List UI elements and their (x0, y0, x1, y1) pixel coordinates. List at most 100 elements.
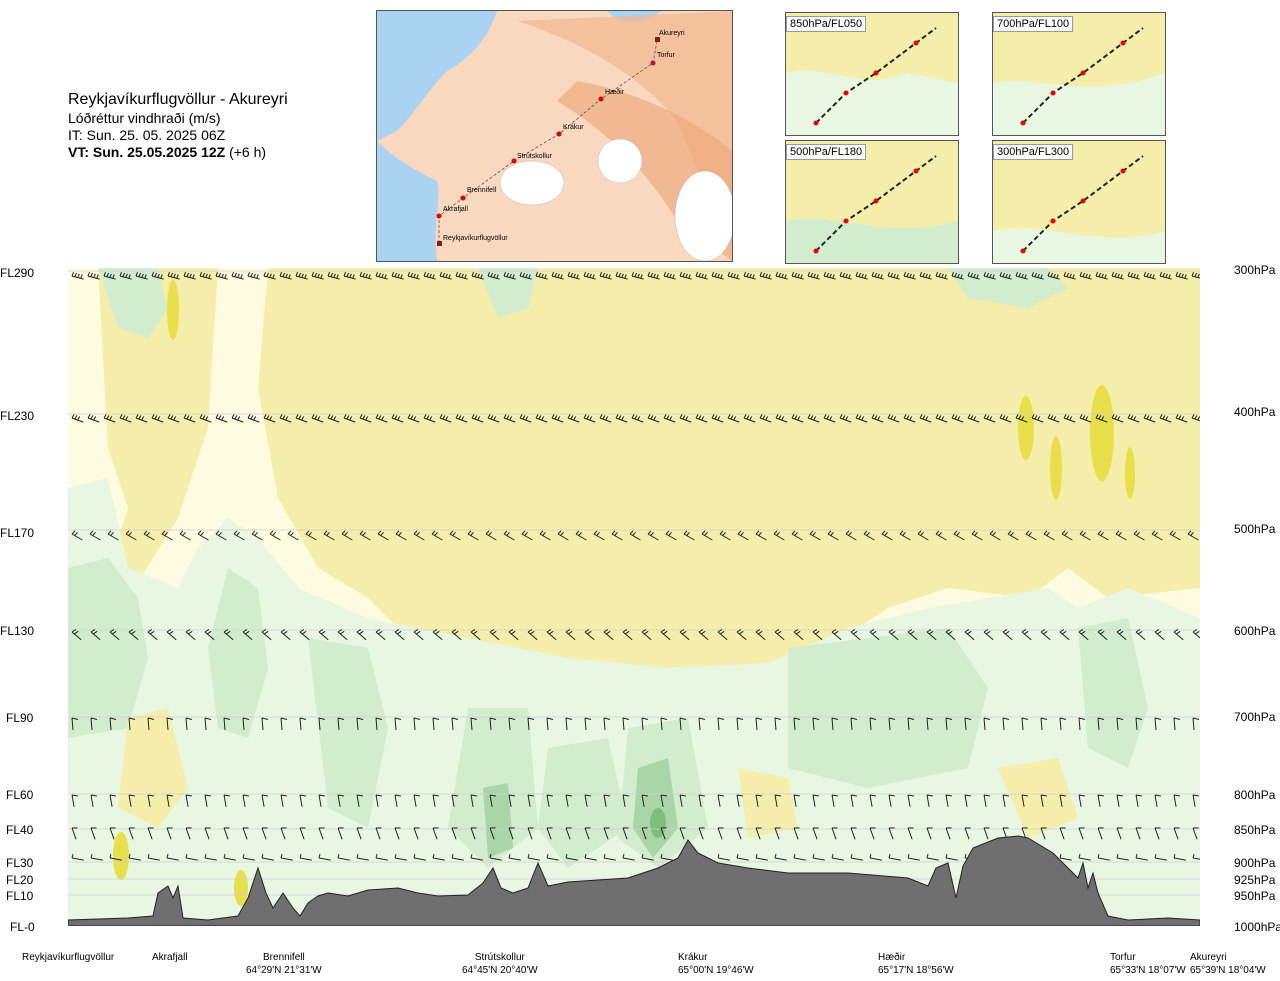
wind-barb (887, 414, 900, 423)
wind-barb (999, 272, 1012, 280)
wind-barb (812, 853, 825, 861)
wind-barb (983, 272, 996, 280)
wind-barb (508, 717, 516, 731)
wind-barb (527, 853, 540, 861)
wind-barb (343, 414, 356, 423)
fl-label-fl290: FL290 (0, 266, 35, 280)
wind-barb (395, 530, 407, 541)
wind-barb (755, 717, 763, 731)
wind-barb (508, 827, 515, 840)
wind-barb (455, 272, 468, 280)
wind-barb (698, 794, 705, 807)
wind-barb (983, 628, 994, 641)
wind-barb (449, 530, 461, 541)
panel-850hpa-label: 850hPa/FL050 (786, 16, 867, 32)
wind-barb (279, 414, 292, 423)
wind-barb (951, 272, 964, 280)
wind-barb (359, 414, 372, 423)
wind-barb (774, 794, 781, 807)
panel-500hpa: 500hPa/FL180 (785, 140, 959, 264)
wind-barb (903, 414, 916, 423)
wind-barb (311, 272, 324, 280)
wind-barb (87, 414, 100, 423)
wind-barb (1079, 530, 1091, 541)
panel-700hpa-label: 700hPa/FL100 (993, 16, 1074, 32)
wind-barb (599, 414, 612, 423)
wind-barb (432, 794, 439, 807)
wind-barb (1135, 717, 1143, 731)
wind-barb (565, 827, 572, 840)
wind-barb (103, 272, 116, 280)
wind-barb (1097, 628, 1108, 641)
wind-barb (519, 272, 532, 280)
wind-barb (717, 717, 725, 731)
wind-barb (231, 272, 244, 280)
wind-barb (679, 827, 686, 840)
wind-barb (622, 827, 629, 840)
wind-barb (584, 853, 597, 861)
wind-barb (565, 628, 576, 641)
wind-barb (945, 853, 958, 861)
wind-barb (812, 717, 820, 731)
wind-barb (423, 272, 436, 280)
wind-barb (394, 628, 405, 641)
wind-barb (337, 853, 350, 861)
wind-barb (183, 272, 196, 280)
wind-barb (907, 628, 918, 641)
wind-barb (887, 272, 900, 280)
wind-barb (327, 414, 340, 423)
wind-barb (107, 530, 119, 541)
fl-label-fl30: FL30 (6, 856, 34, 870)
wind-barb (539, 530, 551, 541)
wind-barb (869, 628, 880, 641)
fl-label-fl130: FL130 (0, 624, 35, 638)
wind-barb (223, 827, 230, 840)
map-label-brennifell: Brennifell (467, 187, 497, 194)
wind-barb (261, 717, 269, 731)
wind-barb (907, 853, 920, 861)
wind-barb (432, 717, 440, 731)
wind-barb (839, 414, 852, 423)
wind-barb (535, 272, 548, 280)
wind-barb (791, 272, 804, 280)
wind-barb (755, 530, 767, 541)
wind-barb (471, 272, 484, 280)
wind-barb (279, 272, 292, 280)
wind-barb (470, 853, 483, 861)
wind-barb (717, 853, 730, 861)
wind-barb (337, 827, 344, 840)
wind-barb (1116, 717, 1124, 731)
wind-barb (356, 853, 369, 861)
wind-barb (755, 628, 766, 641)
wind-barb (489, 853, 502, 861)
fl-label-fl10: FL10 (6, 889, 34, 903)
wind-barb (1097, 794, 1104, 807)
wind-barb (935, 272, 948, 280)
wind-barb (736, 717, 744, 731)
wind-barb (359, 530, 371, 541)
wind-barb (935, 414, 948, 423)
wind-barb (583, 414, 596, 423)
wind-barb (147, 853, 160, 861)
wind-barb (1007, 530, 1019, 541)
location-name: Brennifell (263, 952, 305, 963)
wind-barb (341, 530, 353, 541)
wind-barb (359, 272, 372, 280)
wind-barb (263, 414, 276, 423)
hpa-label-1000: 1000hPa (1234, 920, 1280, 934)
wind-barb (907, 717, 915, 731)
wind-barb (737, 530, 749, 541)
wind-barb (204, 628, 215, 641)
wind-barb (557, 530, 569, 541)
location-coord: 65°17'N 18°56'W (878, 965, 954, 976)
wind-barb (432, 827, 439, 840)
wind-barb (109, 794, 116, 807)
wind-barb (90, 853, 103, 861)
fl-label-fl60: FL60 (6, 788, 34, 802)
hpa-label-925: 925hPa (1234, 873, 1276, 887)
wind-barb (888, 794, 895, 807)
wind-barb (377, 530, 389, 541)
wind-barb (151, 414, 164, 423)
panel-850hpa: 850hPa/FL050 (785, 12, 959, 136)
wind-barb (147, 794, 154, 807)
